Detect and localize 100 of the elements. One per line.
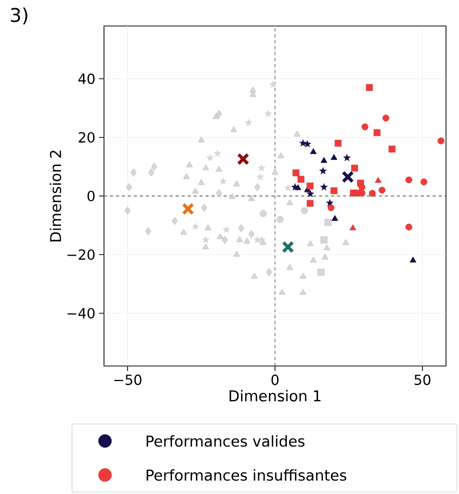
point <box>244 238 250 244</box>
point <box>172 216 178 225</box>
point <box>343 154 351 162</box>
point <box>405 176 412 184</box>
point <box>198 136 205 142</box>
point <box>222 226 230 233</box>
point <box>238 224 244 232</box>
point <box>294 130 300 136</box>
point <box>328 204 334 212</box>
y-tick-label: 40 <box>78 73 95 84</box>
y-axis-title: Dimension 2 <box>50 150 62 242</box>
point <box>266 268 272 276</box>
point <box>310 148 317 154</box>
point <box>250 91 256 97</box>
point <box>202 164 210 170</box>
point <box>294 184 302 190</box>
point <box>204 224 212 230</box>
point <box>216 110 222 118</box>
point <box>332 215 338 221</box>
point <box>298 176 304 183</box>
point <box>248 230 254 238</box>
y-tick-label: 0 <box>88 190 95 202</box>
point <box>206 154 214 162</box>
point <box>151 162 158 171</box>
point <box>438 138 444 144</box>
point <box>330 154 338 160</box>
point <box>216 189 222 198</box>
x-axis-title: Dimension 1 <box>230 390 320 402</box>
point <box>183 173 190 179</box>
point <box>310 256 317 262</box>
point <box>201 204 208 212</box>
y-tick-label: 20 <box>78 132 95 143</box>
point <box>130 168 137 177</box>
point <box>366 84 373 91</box>
point <box>264 110 272 118</box>
point <box>272 168 278 175</box>
point <box>322 254 328 260</box>
point <box>306 190 314 198</box>
point <box>236 236 243 242</box>
point <box>362 123 368 130</box>
point <box>124 206 131 215</box>
point <box>300 272 306 279</box>
point <box>320 183 328 190</box>
point <box>236 152 250 166</box>
point <box>324 218 332 226</box>
point <box>382 114 390 122</box>
point <box>374 176 382 183</box>
point <box>250 86 256 92</box>
point <box>307 240 314 246</box>
point <box>192 222 200 230</box>
point <box>300 288 306 295</box>
point <box>214 150 222 157</box>
point <box>212 113 220 119</box>
point <box>244 118 252 126</box>
point <box>222 236 228 244</box>
point <box>292 169 300 176</box>
point <box>284 184 292 192</box>
point <box>410 256 416 262</box>
point <box>319 167 327 174</box>
y-tick-label: −40 <box>68 308 95 319</box>
point <box>145 227 152 236</box>
point <box>378 186 386 194</box>
point <box>219 177 227 185</box>
point <box>192 188 199 194</box>
point <box>318 268 324 276</box>
legend-label: Performances insuffisantes <box>146 469 346 481</box>
point <box>320 157 328 163</box>
point <box>230 126 238 132</box>
point <box>186 161 193 168</box>
point <box>248 195 255 201</box>
point <box>334 140 342 147</box>
point <box>202 236 210 244</box>
point <box>198 179 205 185</box>
point <box>216 233 224 240</box>
point <box>228 193 236 199</box>
point <box>301 207 308 214</box>
y-tick-label: −20 <box>68 249 95 260</box>
point <box>269 80 277 88</box>
point <box>260 210 267 217</box>
point <box>358 184 366 191</box>
point <box>202 244 210 250</box>
chart-title: 3) <box>10 8 28 24</box>
point <box>258 164 266 172</box>
point <box>286 264 294 270</box>
x-tick-label: 50 <box>414 374 430 386</box>
point <box>324 244 330 250</box>
point <box>126 183 132 192</box>
point <box>233 250 240 257</box>
point <box>358 190 366 196</box>
point <box>306 182 314 190</box>
point <box>306 200 314 207</box>
point <box>351 164 358 172</box>
point <box>182 202 194 216</box>
point <box>251 272 258 279</box>
point <box>254 183 260 192</box>
point <box>420 178 428 186</box>
x-tick-label: −50 <box>114 374 142 386</box>
point <box>374 129 380 136</box>
point <box>330 187 338 194</box>
point <box>342 239 350 245</box>
